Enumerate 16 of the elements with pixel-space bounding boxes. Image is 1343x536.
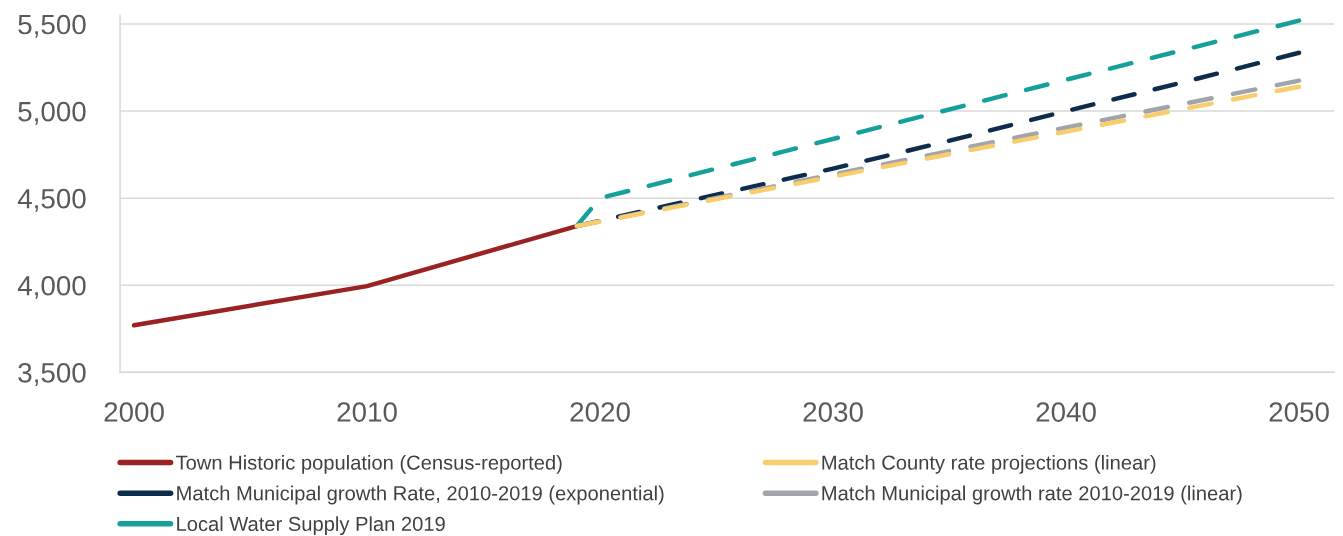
x-tick-label: 2050 [1269, 402, 1329, 422]
legend-label: Match Municipal growth Rate, 2010-2019 (exponential) [177, 485, 664, 505]
x-tick-label: 2020 [570, 402, 630, 422]
y-tick-label: 5,000 [18, 101, 86, 125]
legend-label: Local Water Supply Plan 2019 [177, 516, 445, 536]
x-tick-label: 2040 [1036, 402, 1096, 422]
legend-label: Match Municipal growth rate 2010-2019 (linear) [822, 485, 1242, 505]
y-tick-label: 4,500 [17, 188, 86, 212]
y-tick-label: 5,500 [18, 14, 86, 38]
legend-label: Town Historic population (Census-reported) [176, 454, 562, 474]
x-tick-label: 2010 [337, 402, 397, 422]
y-tick-label: 3,500 [18, 362, 86, 386]
legend-label: Match County rate projections (linear) [822, 454, 1156, 474]
y-tick-label: 4,000 [17, 275, 86, 299]
x-tick-label: 2000 [104, 402, 164, 422]
x-tick-label: 2030 [803, 402, 863, 422]
